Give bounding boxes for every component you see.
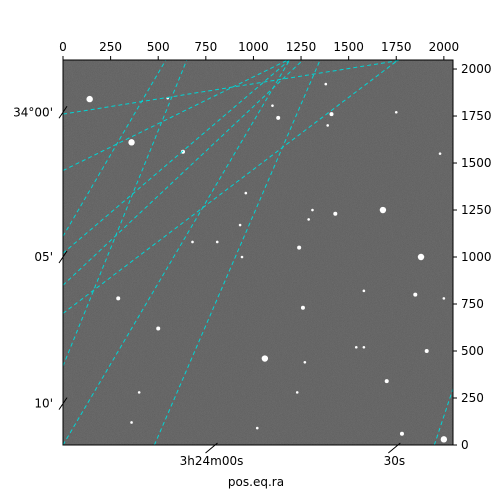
world-coordinate-ticks: 34°00' 05' 10' 3h24m00s 30s xyxy=(13,105,405,468)
dec-tick-label: 05' xyxy=(34,250,53,264)
ra-tick-label: 3h24m00s xyxy=(180,454,244,468)
plot-frame xyxy=(62,59,454,446)
x-tick-label: 0 xyxy=(59,40,67,54)
star-field xyxy=(86,82,448,443)
dec-tick xyxy=(58,105,68,119)
star xyxy=(116,296,121,301)
star xyxy=(255,426,259,430)
star xyxy=(271,104,274,107)
y-tick-label: 250 xyxy=(461,391,484,405)
star xyxy=(329,112,334,117)
star xyxy=(86,95,93,103)
star xyxy=(295,391,299,394)
star xyxy=(244,191,248,195)
star xyxy=(384,379,389,384)
star xyxy=(215,240,219,244)
x-tick-label: 750 xyxy=(194,40,217,54)
x-axis-label: pos.eq.ra xyxy=(228,475,284,489)
y-tick-label: 2000 xyxy=(461,62,492,76)
star xyxy=(379,206,387,214)
coordinate-grid xyxy=(63,60,453,445)
star xyxy=(394,110,398,114)
y-tick-label: 1750 xyxy=(461,109,492,123)
star xyxy=(362,289,366,293)
dec-tick xyxy=(58,250,68,264)
dec-tick-label: 34°00' xyxy=(13,105,53,119)
star xyxy=(326,124,329,127)
grid-line xyxy=(433,388,453,445)
star xyxy=(324,82,328,86)
x-tick-label: 500 xyxy=(147,40,170,54)
x-tick-label: 2000 xyxy=(429,40,460,54)
ra-tick xyxy=(388,442,401,454)
star xyxy=(191,240,194,244)
dec-tick-label: 10' xyxy=(34,397,53,411)
grid-line xyxy=(63,60,399,314)
star xyxy=(417,253,425,261)
grid-line xyxy=(63,60,304,286)
star xyxy=(440,436,448,443)
star xyxy=(333,211,338,216)
star xyxy=(261,355,269,362)
star xyxy=(130,421,133,424)
star xyxy=(276,115,281,120)
y-tick-label: 750 xyxy=(461,297,484,311)
star xyxy=(307,218,310,221)
grid-line xyxy=(63,60,188,367)
x-tick-label: 1250 xyxy=(286,40,317,54)
grid-line xyxy=(63,60,290,254)
x-tick-label: 250 xyxy=(99,40,122,54)
y-tick-label: 1500 xyxy=(461,156,492,170)
star xyxy=(399,431,404,436)
star xyxy=(438,152,442,155)
star xyxy=(300,305,305,310)
y-tick-label: 0 xyxy=(461,438,469,452)
y-tick-label: 500 xyxy=(461,344,484,358)
grid-line xyxy=(63,60,167,237)
star xyxy=(311,208,314,212)
x-tick-label: 1000 xyxy=(238,40,269,54)
star xyxy=(303,360,307,364)
x-axis-top: 0 250 500 750 1000 1250 1500 1750 2000 xyxy=(59,40,459,60)
grid-line xyxy=(63,60,291,445)
ra-tick-label: 30s xyxy=(384,454,406,468)
star xyxy=(238,223,242,227)
y-tick-label: 1250 xyxy=(461,203,492,217)
dec-tick xyxy=(58,397,68,410)
y-axis-right: 0 250 500 750 1000 1250 1500 1750 2000 xyxy=(453,62,492,452)
star xyxy=(128,139,135,146)
star xyxy=(354,345,358,349)
star xyxy=(240,255,244,259)
star xyxy=(180,149,185,154)
x-tick-label: 1500 xyxy=(333,40,364,54)
ra-tick xyxy=(205,442,218,454)
star xyxy=(156,326,161,331)
star xyxy=(297,245,302,250)
star xyxy=(137,391,141,394)
star xyxy=(362,345,366,349)
y-tick-label: 1000 xyxy=(461,250,492,264)
x-tick-label: 1750 xyxy=(381,40,412,54)
star xyxy=(424,349,429,354)
star xyxy=(442,297,446,300)
sky-image xyxy=(63,60,453,445)
grid-line xyxy=(63,60,403,115)
star xyxy=(413,292,418,297)
